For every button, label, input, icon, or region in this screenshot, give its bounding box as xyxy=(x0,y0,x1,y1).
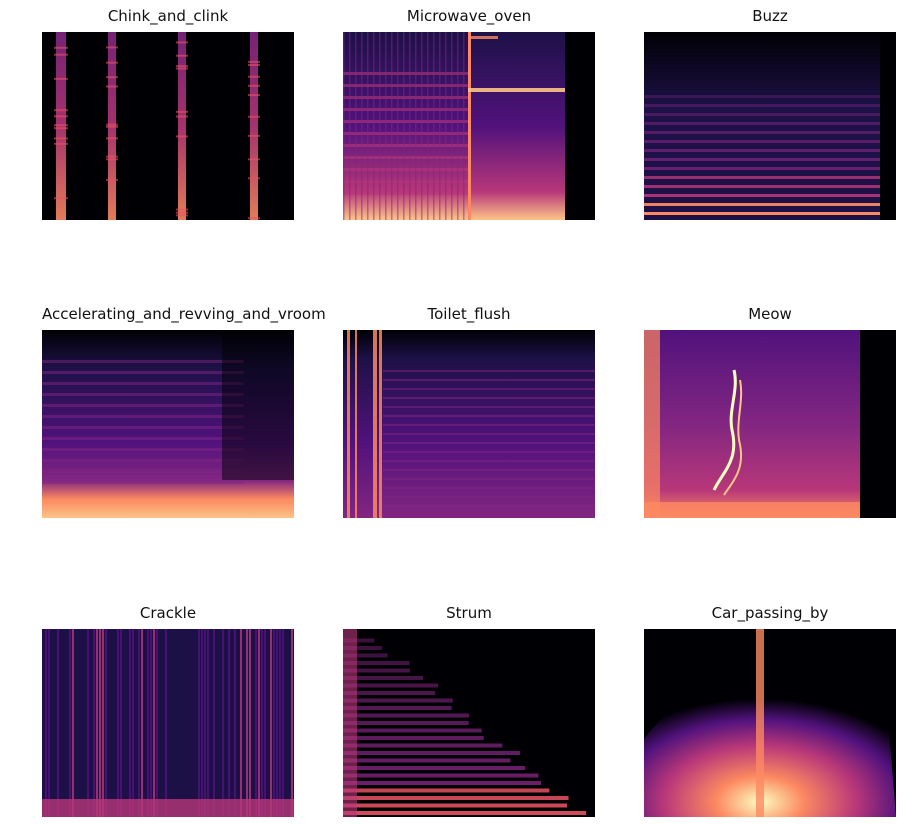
panel-title: Meow xyxy=(748,305,792,323)
spectrogram-image xyxy=(644,32,896,220)
spectrogram-image xyxy=(644,629,896,817)
spectrogram-image xyxy=(343,32,595,220)
panel-title: Strum xyxy=(446,604,492,622)
panel-title: Chink_and_clink xyxy=(107,7,229,25)
panel-title: Buzz xyxy=(752,7,788,25)
spectrogram-image xyxy=(343,629,595,817)
panel-title: Microwave_oven xyxy=(406,7,532,25)
spectrogram-image xyxy=(343,330,595,518)
spectrogram-image xyxy=(42,32,294,220)
panel-title: Toilet_flush xyxy=(427,305,511,323)
panel-title: Crackle xyxy=(139,604,197,622)
panel-title: Car_passing_by xyxy=(711,604,829,622)
spectrogram-image xyxy=(42,330,294,518)
spectrogram-image xyxy=(644,330,896,518)
spectrogram-image xyxy=(42,629,294,817)
panel-title: Accelerating_and_revving_and_vroom xyxy=(42,305,326,323)
